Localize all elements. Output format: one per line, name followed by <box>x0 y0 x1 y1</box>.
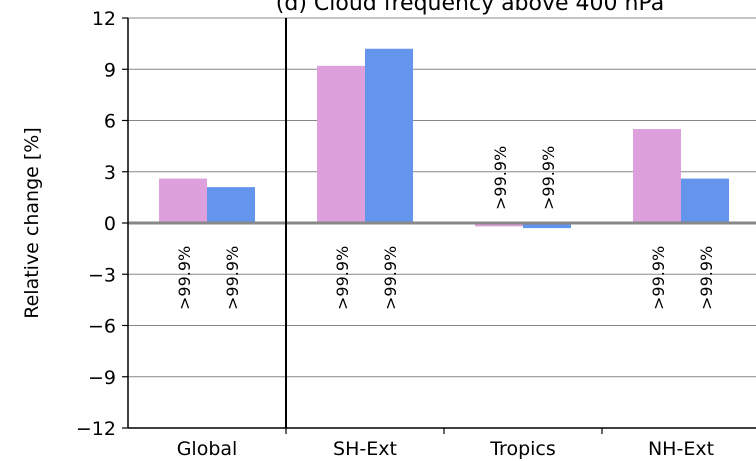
y-tick-label: 6 <box>104 111 116 133</box>
significance-label: >99.9% <box>649 246 668 310</box>
significance-label: >99.9% <box>175 246 194 310</box>
y-tick-label: −6 <box>88 316 116 338</box>
bar <box>317 65 365 223</box>
bar <box>159 178 207 223</box>
y-tick-label: 0 <box>104 213 116 235</box>
significance-label: >99.9% <box>381 246 400 310</box>
significance-label: >99.9% <box>333 246 352 310</box>
y-tick-label: −12 <box>76 418 116 440</box>
significance-label: >99.9% <box>491 146 510 210</box>
x-tick-label: SH-Ext <box>333 438 397 460</box>
bar <box>475 223 523 227</box>
bar <box>681 178 729 223</box>
y-tick-label: −3 <box>88 264 116 286</box>
y-axis-label: Relative change [%] <box>21 127 43 319</box>
y-tick-label: 3 <box>104 162 116 184</box>
bar <box>633 129 681 223</box>
x-tick-label: NH-Ext <box>648 438 714 460</box>
y-tick-label: 12 <box>92 8 116 30</box>
significance-label: >99.9% <box>539 146 558 210</box>
bar <box>207 187 255 223</box>
chart-title: (d) Cloud frequency above 400 hPa <box>276 0 664 16</box>
bar <box>523 223 571 229</box>
bar <box>365 48 413 223</box>
y-tick-label: −9 <box>88 367 116 389</box>
significance-label: >99.9% <box>223 246 242 310</box>
x-tick-label: Global <box>177 438 238 460</box>
x-tick-label: Tropics <box>489 438 556 460</box>
significance-label: >99.9% <box>697 246 716 310</box>
y-tick-label: 9 <box>104 59 116 81</box>
